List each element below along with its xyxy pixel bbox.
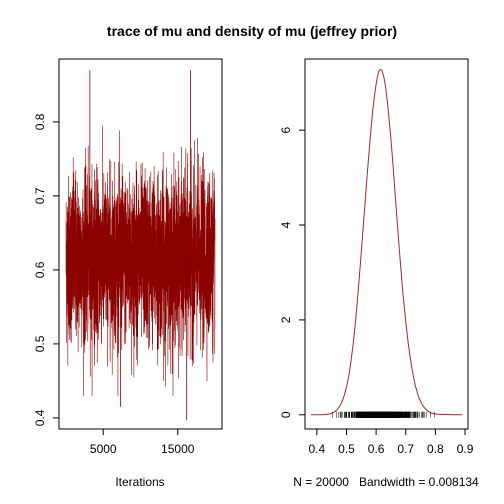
density-y-tick-label: 4 (279, 221, 293, 228)
density-plot-frame (304, 58, 469, 430)
density-x-tick-label: 0.7 (397, 442, 414, 456)
trace-series (65, 70, 216, 421)
density-x-axis-label: N = 20000 Bandwidth = 0.008134 (293, 475, 479, 489)
density-rug-marks (332, 411, 435, 418)
density-x-tick-label: 0.5 (338, 442, 355, 456)
trace-y-tick-label: 0.5 (33, 335, 47, 352)
chart-title: trace of mu and density of mu (jeffrey p… (107, 23, 397, 39)
density-x-tick-label: 0.4 (309, 442, 326, 456)
trace-line (65, 125, 216, 396)
density-x-tick-label: 0.8 (427, 442, 444, 456)
trace-y-axis: 0.4 0.5 0.6 0.7 0.8 (33, 113, 59, 426)
density-plot: 0.4 0.5 0.6 0.7 0.8 0.9 0 2 4 6 N = 20000 Bandwi… (279, 58, 479, 489)
trace-x-axis: 5000 15000 (90, 429, 195, 456)
trace-plot: 5000 15000 0.4 0.5 0.6 0.7 0.8 Iterations (33, 58, 223, 489)
trace-y-tick-label: 0.7 (33, 187, 47, 204)
density-y-tick-label: 6 (279, 126, 293, 133)
density-y-tick-label: 2 (279, 316, 293, 323)
density-curve (310, 69, 463, 416)
density-x-tick-label: 0.9 (457, 442, 474, 456)
trace-x-tick-label: 15000 (161, 442, 195, 456)
density-x-axis: 0.4 0.5 0.6 0.7 0.8 0.9 (309, 429, 474, 456)
trace-x-tick-label: 5000 (90, 442, 117, 456)
density-y-tick-label: 0 (279, 411, 293, 418)
trace-x-axis-label: Iterations (115, 475, 164, 489)
trace-plot-frame (58, 58, 223, 430)
trace-y-tick-label: 0.8 (33, 113, 47, 130)
density-x-tick-label: 0.6 (368, 442, 385, 456)
trace-y-tick-label: 0.6 (33, 261, 47, 278)
density-rug (332, 411, 435, 418)
density-y-axis: 0 2 4 6 (279, 126, 305, 418)
trace-y-tick-label: 0.4 (33, 409, 47, 426)
